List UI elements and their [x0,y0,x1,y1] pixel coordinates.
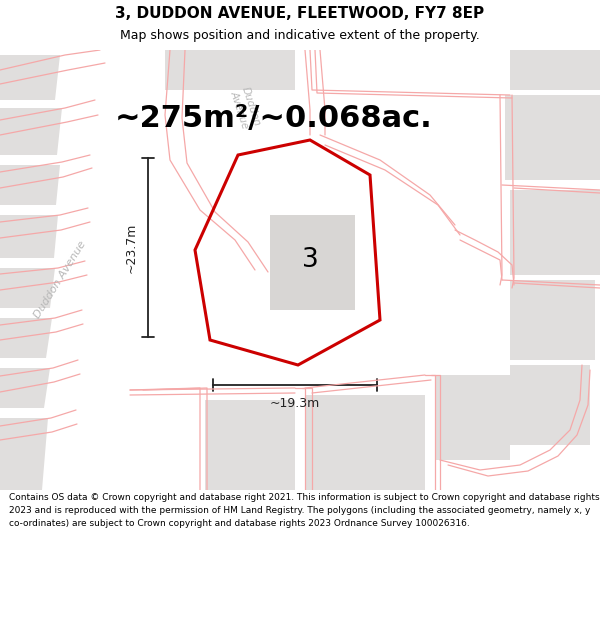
Polygon shape [270,215,355,310]
Polygon shape [0,215,58,258]
Polygon shape [180,50,310,160]
Polygon shape [0,318,52,358]
Polygon shape [0,368,50,408]
Polygon shape [0,418,48,490]
Text: 3, DUDDON AVENUE, FLEETWOOD, FY7 8EP: 3, DUDDON AVENUE, FLEETWOOD, FY7 8EP [115,6,485,21]
Text: Contains OS data © Crown copyright and database right 2021. This information is : Contains OS data © Crown copyright and d… [9,493,599,528]
Polygon shape [60,340,175,490]
Polygon shape [505,95,600,180]
Polygon shape [165,50,295,90]
Polygon shape [0,55,60,100]
Polygon shape [510,280,595,360]
Polygon shape [510,50,600,90]
Polygon shape [435,375,510,460]
Polygon shape [0,165,60,205]
Polygon shape [305,395,425,490]
Text: Map shows position and indicative extent of the property.: Map shows position and indicative extent… [120,29,480,42]
Polygon shape [510,190,600,275]
Text: ~23.7m: ~23.7m [125,222,138,272]
Polygon shape [510,365,590,445]
Text: ~275m²/~0.068ac.: ~275m²/~0.068ac. [115,104,433,132]
Text: ~19.3m: ~19.3m [270,397,320,410]
Polygon shape [0,108,62,155]
Text: Duddon
Avenue: Duddon Avenue [229,85,262,131]
Polygon shape [0,268,55,308]
Polygon shape [205,400,295,490]
Text: 3: 3 [302,247,319,273]
Text: Duddon Avenue: Duddon Avenue [32,239,88,321]
